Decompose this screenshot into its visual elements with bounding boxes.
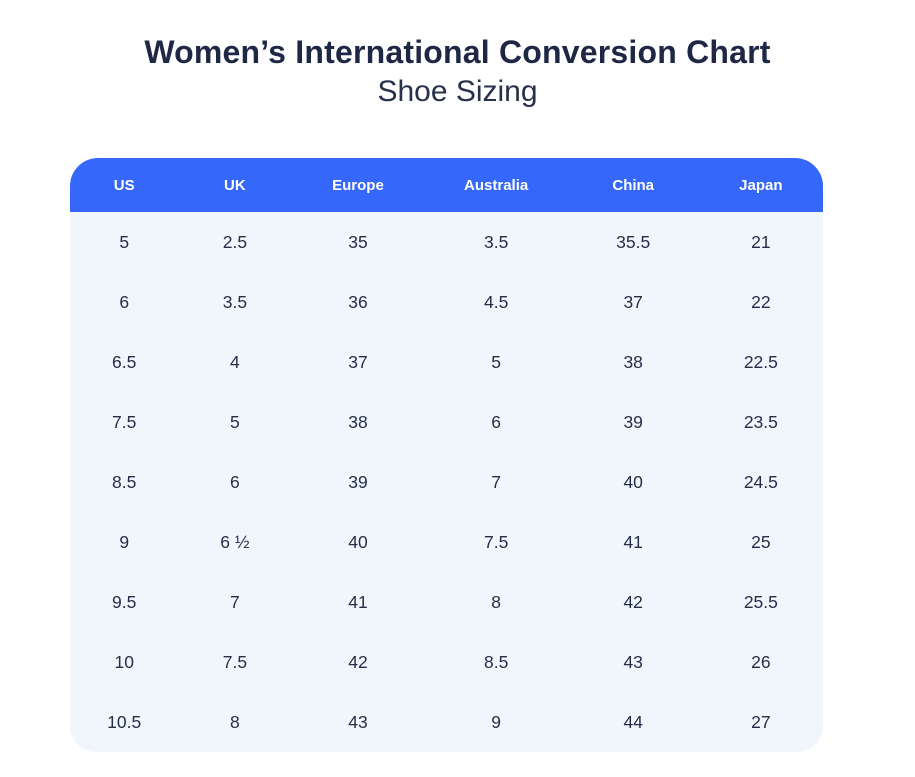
table-cell: 7 [491,471,502,492]
table-cell: 6 [491,411,502,432]
table-cell: 9.5 [112,591,137,612]
table-cell: 38 [623,351,643,372]
table-cell: 8.5 [483,651,509,672]
table-cell: 4 [230,351,240,372]
table-cell: 6.5 [112,351,137,372]
table-row: 10.5 8 43 9 44 27 [70,692,823,752]
conversion-table-card: US UK Europe Australia China Japan 5 2.5 35 3.5 3… [70,158,823,752]
table-cell: 7.5 [222,651,248,672]
table-cell: 5 [230,411,240,432]
table-cell: 2.5 [222,231,248,252]
table-cell: 6 [230,471,240,492]
table-cell: 23.5 [743,411,778,432]
table-cell: 37 [623,291,643,312]
table-cell: 24.5 [743,471,778,492]
table-cell: 7 [230,591,240,612]
column-header-uk: UK [178,158,292,212]
table-cell: 9 [119,531,130,552]
table-cell: 42 [623,591,643,612]
table-cell: 36 [348,291,368,312]
table-cell: 40 [623,471,643,492]
table-row: 6.5 4 37 5 38 22.5 [70,332,823,392]
column-header-japan: Japan [698,158,823,212]
table-cell: 21 [751,231,771,252]
table-cell: 3.5 [222,291,248,312]
table-row: 8.5 6 39 7 40 24.5 [70,452,823,512]
table-row: 7.5 5 38 6 39 23.5 [70,392,823,452]
page-subtitle: Shoe Sizing [377,74,538,108]
table-row: 6 3.5 36 4.5 37 22 [70,272,823,332]
column-header-us: US [70,158,179,212]
table-cell: 5 [491,351,502,372]
table-cell: 9 [491,711,502,732]
column-header-australia: Australia [424,158,568,212]
table-cell: 7.5 [112,411,137,432]
table-cell: 27 [751,711,771,732]
table-cell: 22 [751,291,771,312]
table-cell: 43 [623,651,643,672]
table-cell: 42 [348,651,368,672]
table-cell: 22.5 [743,351,778,372]
table-cell: 7.5 [483,531,509,552]
header-row: US UK Europe Australia China Japan [70,158,823,212]
table-cell: 8 [491,591,502,612]
table-cell: 10.5 [107,711,142,732]
table-cell: 38 [348,411,368,432]
table-cell: 43 [348,711,368,732]
table-cell: 4.5 [483,291,509,312]
conversion-table: US UK Europe Australia China Japan 5 2.5 35 3.5 3… [70,158,823,752]
table-cell: 39 [623,411,643,432]
table-row: 9 6 ½ 40 7.5 41 25 [70,512,823,572]
table-cell: 39 [348,471,368,492]
table-cell: 35.5 [616,231,651,252]
table-cell: 8.5 [112,471,137,492]
table-cell: 26 [751,651,771,672]
column-header-europe: Europe [291,158,425,212]
table-row: 10 7.5 42 8.5 43 26 [70,632,823,692]
table-cell: 37 [348,351,368,372]
table-cell: 35 [348,231,368,252]
table-cell: 41 [623,531,643,552]
table-cell: 41 [348,591,368,612]
table-cell: 44 [623,711,643,732]
table-cell: 6 [119,291,130,312]
table-cell: 3.5 [483,231,509,252]
table-cell: 5 [119,231,130,252]
page-title: Women’s International Conversion Chart [144,34,771,70]
heading-block: Women’s International Conversion Chart S… [0,34,915,110]
table-row: 9.5 7 41 8 42 25.5 [70,572,823,632]
table-body: 5 2.5 35 3.5 35.5 21 6 3.5 36 4.5 37 22 6.5 4 37 5 38 22.… [70,212,823,752]
column-header-china: China [567,158,699,212]
table-row: 5 2.5 35 3.5 35.5 21 [70,212,823,272]
table-cell: 10 [114,651,134,672]
table-cell: 8 [230,711,240,732]
table-cell: 25 [751,531,771,552]
table-cell: 40 [348,531,368,552]
table-cell: 25.5 [743,591,778,612]
table-cell: 6 ½ [220,531,250,552]
